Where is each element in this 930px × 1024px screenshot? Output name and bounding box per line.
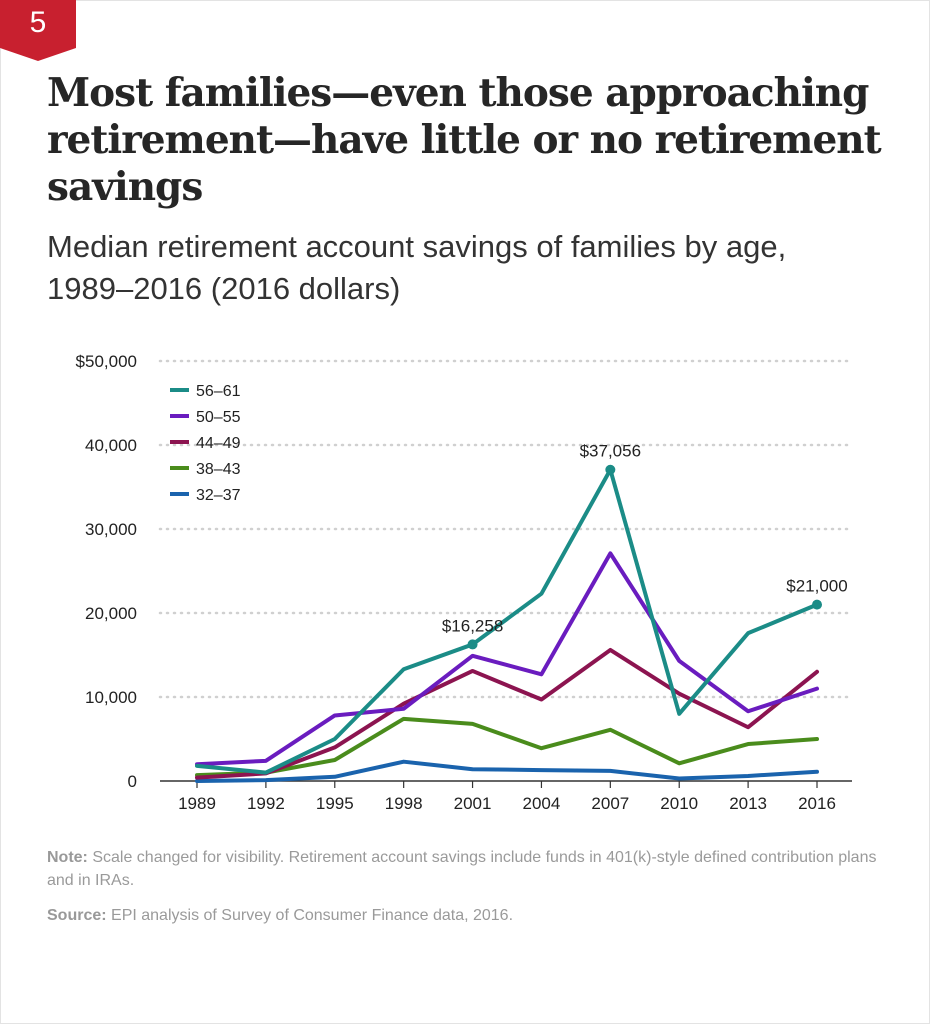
chart-title: Most families—even those approaching ret…: [47, 70, 882, 210]
y-tick-label: 0: [128, 772, 137, 791]
chart-subtitle: Median retirement account savings of fam…: [47, 229, 787, 306]
legend-label: 50–55: [196, 409, 241, 426]
note-text: Scale changed for visibility. Retirement…: [47, 849, 877, 889]
chart-source: Source: EPI analysis of Survey of Consum…: [47, 904, 887, 927]
annotation-dot: [605, 464, 616, 475]
data-label: $16,258: [442, 616, 503, 635]
source-text: EPI analysis of Survey of Consumer Finan…: [106, 907, 514, 924]
data-label: $37,056: [580, 442, 641, 461]
x-tick-label: 2010: [660, 794, 698, 813]
legend-label: 32–37: [196, 487, 241, 504]
x-tick-label: 1989: [178, 794, 216, 813]
x-tick-label: 2016: [798, 794, 836, 813]
line-chart: 0 10,000 20,000 30,000 40,000 $50,000 1989 1992…: [76, 352, 854, 813]
x-tick-label: 1998: [385, 794, 423, 813]
source-label: Source:: [47, 907, 107, 924]
x-tick-label: 2004: [523, 794, 561, 813]
annotation-dot: [467, 639, 478, 650]
data-label: $21,000: [786, 577, 847, 596]
series-line-56–61: [195, 467, 819, 775]
legend-label: 56–61: [196, 383, 241, 400]
legend-label: 44–49: [196, 435, 241, 452]
figure-number-badge: 5: [0, 0, 76, 61]
series-line-50–55: [195, 551, 819, 767]
y-tick-label: 20,000: [85, 604, 137, 623]
y-tick-label: 40,000: [85, 436, 137, 455]
x-tick-label: 2013: [729, 794, 767, 813]
series-line-32–37: [195, 759, 819, 783]
x-tick-label: 2007: [591, 794, 629, 813]
legend-label: 38–43: [196, 461, 241, 478]
figure-number: 5: [29, 6, 47, 39]
annotation-dot: [812, 599, 822, 610]
y-tick-label: $50,000: [76, 352, 137, 371]
x-tick-label: 2001: [454, 794, 492, 813]
x-tick-label: 1995: [316, 794, 354, 813]
y-tick-label: 30,000: [85, 520, 137, 539]
chart-note: Note: Scale changed for visibility. Reti…: [47, 846, 887, 892]
series-line-38–43: [195, 716, 819, 778]
note-label: Note:: [47, 849, 88, 866]
series-line-44–49: [195, 647, 819, 780]
x-tick-label: 1992: [247, 794, 285, 813]
y-tick-label: 10,000: [85, 688, 137, 707]
